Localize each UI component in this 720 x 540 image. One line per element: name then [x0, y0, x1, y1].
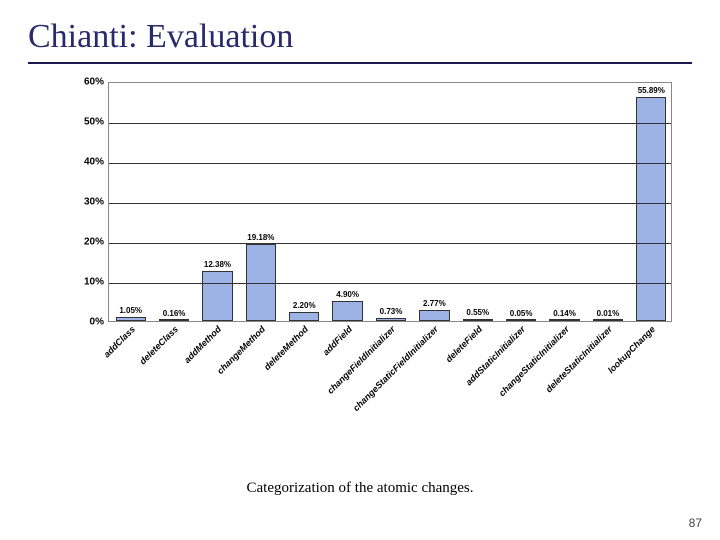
chart-value-label: 12.38%: [204, 260, 231, 269]
page-number: 87: [689, 516, 702, 530]
chart-gridline: [109, 203, 671, 204]
chart-bar: [376, 318, 406, 321]
chart-bar-slot: 0.14%: [543, 81, 586, 321]
chart-value-label: 0.16%: [163, 309, 186, 318]
chart-gridline: [109, 243, 671, 244]
chart-bar: [332, 301, 362, 321]
chart-bar: [463, 319, 493, 321]
title-underline: Chianti: Evaluation: [28, 18, 692, 64]
chart-ytick: 50%: [84, 117, 104, 128]
chart-bar: [202, 271, 232, 321]
chart-bar: [116, 317, 146, 321]
chart-value-label: 2.77%: [423, 299, 446, 308]
chart-bar-slot: 19.18%: [239, 81, 282, 321]
chart-bar-slot: 0.73%: [369, 81, 412, 321]
chart-bar-slot: 0.16%: [152, 81, 195, 321]
chart-value-label: 0.01%: [597, 309, 620, 318]
chart-bar-slot: 0.01%: [586, 81, 629, 321]
chart-bar: [593, 319, 623, 321]
chart-gridline: [109, 123, 671, 124]
chart-bar-slot: 12.38%: [196, 81, 239, 321]
chart-ytick: 60%: [84, 77, 104, 88]
chart-xlabel: addField: [320, 324, 353, 357]
chart-xlabel: addClass: [101, 324, 136, 359]
chart-bar: [636, 97, 666, 321]
chart-bar-slot: 0.55%: [456, 81, 499, 321]
chart-bar-slot: 55.89%: [630, 81, 673, 321]
chart-caption: Categorization of the atomic changes.: [0, 480, 720, 497]
chart-value-label: 0.05%: [510, 309, 533, 318]
chart-value-label: 0.14%: [553, 309, 576, 318]
chart-value-label: 4.90%: [336, 290, 359, 299]
chart-ytick: 30%: [84, 197, 104, 208]
chart-bar-slot: 1.05%: [109, 81, 152, 321]
chart-xlabels: addClassdeleteClassaddMethodchangeMethod…: [108, 324, 672, 404]
chart-ytick: 0%: [90, 317, 104, 328]
chart-ytick: 20%: [84, 237, 104, 248]
chart-value-label: 19.18%: [247, 233, 274, 242]
chart-gridline: [109, 283, 671, 284]
chart-bar-slot: 2.77%: [413, 81, 456, 321]
chart-value-label: 2.20%: [293, 301, 316, 310]
chart-xlabel: deleteField: [444, 324, 484, 364]
chart-container: 1.05% 0.16% 12.38% 19.18% 2.20% 4.90% 0.73% 2.7…: [66, 82, 686, 372]
chart-plot: 1.05% 0.16% 12.38% 19.18% 2.20% 4.90% 0.73% 2.7…: [108, 82, 672, 322]
chart-xlabel: deleteClass: [138, 324, 180, 366]
chart-value-label: 1.05%: [119, 306, 142, 315]
chart-value-label: 0.73%: [380, 307, 403, 316]
chart-bar: [506, 319, 536, 321]
chart-bars: 1.05% 0.16% 12.38% 19.18% 2.20% 4.90% 0.73% 2.7…: [109, 83, 671, 321]
chart-xlabel: deleteMethod: [262, 324, 310, 372]
page-title: Chianti: Evaluation: [28, 18, 692, 56]
slide: Chianti: Evaluation 1.05% 0.16% 12.38% 19.1…: [0, 0, 720, 540]
chart-xlabel: changeMethod: [215, 324, 267, 376]
chart-bar-slot: 4.90%: [326, 81, 369, 321]
chart-xlabel: lookupChange: [606, 324, 657, 375]
chart-bar: [159, 319, 189, 321]
chart-xlabel: addMethod: [183, 324, 224, 365]
chart-bar: [289, 312, 319, 321]
chart-bar: [549, 319, 579, 321]
chart-value-label: 0.55%: [466, 308, 489, 317]
chart-bar-slot: 0.05%: [499, 81, 542, 321]
chart-bar-slot: 2.20%: [283, 81, 326, 321]
chart-ytick: 10%: [84, 277, 104, 288]
chart-ytick: 40%: [84, 157, 104, 168]
chart-bar: [419, 310, 449, 321]
chart-xlabel: changeStaticFieldInitializer: [351, 324, 440, 413]
chart-gridline: [109, 163, 671, 164]
chart-value-label: 55.89%: [638, 86, 665, 95]
